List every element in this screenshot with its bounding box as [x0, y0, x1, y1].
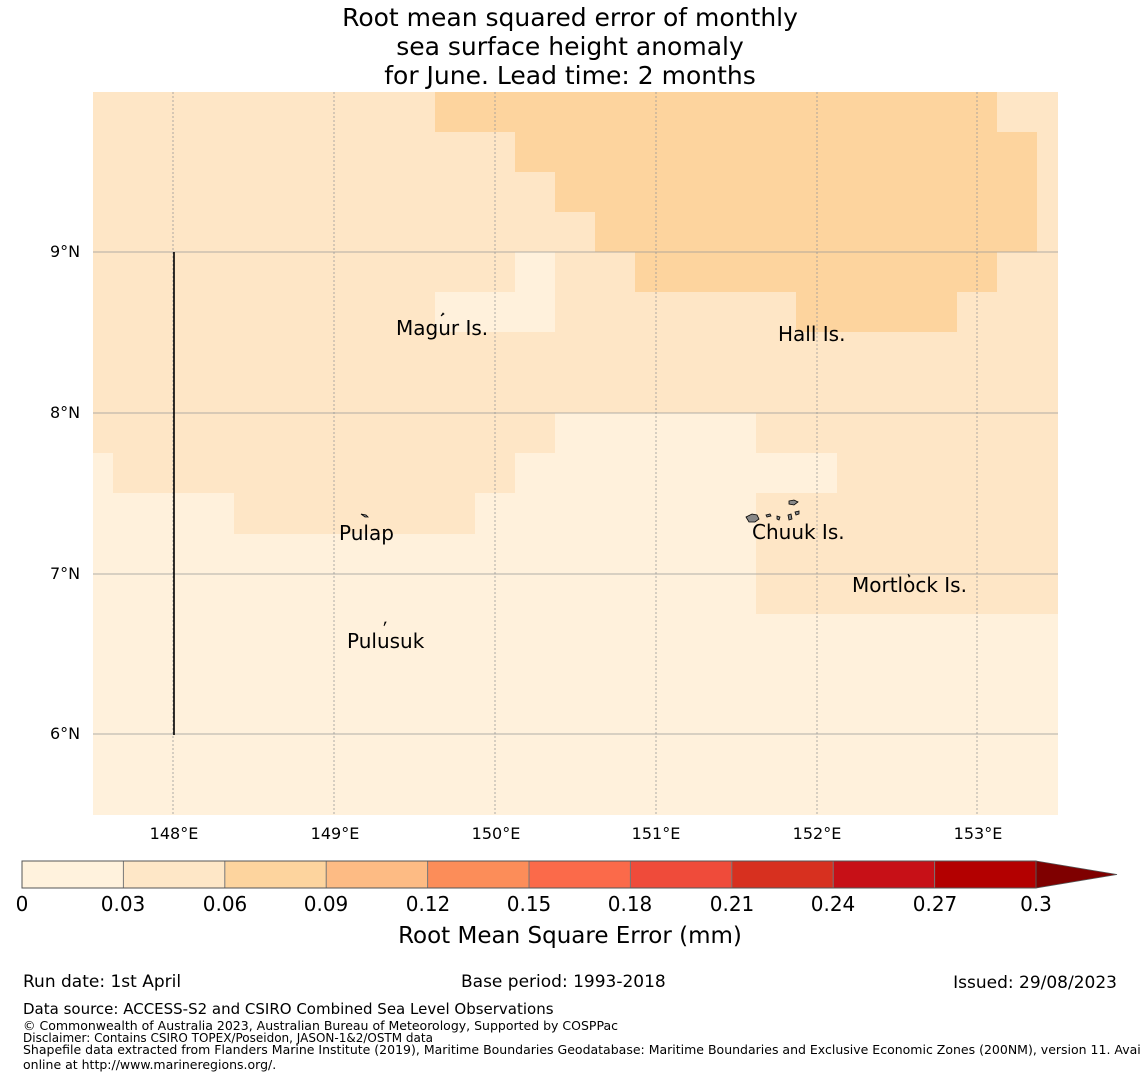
lon-label-153: 153°E: [953, 824, 1003, 843]
label-chuuk: Chuuk Is.: [752, 520, 845, 544]
island-chuuk-4: [788, 499, 799, 506]
colorbar-bin-6: [529, 861, 631, 888]
island-chuuk-2: [765, 513, 772, 518]
gridlines-lat: [93, 251, 1058, 735]
colorbar-bin-2: [123, 861, 225, 888]
lat-label-8: 8°N: [50, 403, 81, 422]
colorbar-tick-3: 0.09: [303, 892, 349, 916]
colorbar-label: Root Mean Square Error (mm): [398, 923, 742, 949]
colorbar-tick-10: 0.3: [1020, 892, 1052, 916]
rmse-region-high: [435, 92, 1037, 332]
colorbar-outline: [21, 860, 1037, 889]
island-chuuk-5: [787, 513, 793, 521]
colorbar-bin-7: [630, 861, 732, 888]
shapefile-credit-line-1: Shapefile data extracted from Flanders M…: [23, 1042, 1140, 1057]
disclaimer: Disclaimer: Contains CSIRO TOPEX/Poseido…: [23, 1031, 433, 1045]
lon-label-148: 148°E: [149, 824, 199, 843]
title-line-2: sea surface height anomaly: [396, 32, 744, 61]
colorbar-bin-8: [731, 861, 834, 888]
colorbar-bin-10: [934, 861, 1036, 888]
lon-label-152: 152°E: [792, 824, 842, 843]
island-chuuk-3: [776, 515, 781, 521]
island-pulusuk: [383, 621, 387, 627]
gridlines: [172, 92, 978, 815]
colorbar-tick-4: 0.12: [405, 892, 451, 916]
island-magur: [440, 312, 445, 317]
colorbar-tick-0: 0: [15, 892, 29, 916]
island-pulap: [360, 513, 369, 518]
chart-title: Root mean squared error of monthly sea s…: [0, 3, 1140, 90]
colorbar-tick-2: 0.06: [202, 892, 248, 916]
colorbar-dividers: [122, 861, 936, 888]
base-period: Base period: 1993-2018: [461, 972, 666, 992]
title-line-1: Root mean squared error of monthly: [342, 3, 798, 32]
colorbar-bin-4: [326, 861, 428, 888]
island-mortlock: [907, 573, 911, 578]
colorbar-tick-5: 0.15: [506, 892, 552, 916]
colorbar-bin-3: [224, 861, 327, 888]
colorbar-bin-5: [427, 861, 529, 888]
rmse-map: Magur Is. Hall Is. Pulap Chuuk Is. Mortl…: [93, 92, 1058, 815]
islands: [360, 312, 911, 627]
colorbar-tick-9: 0.27: [912, 892, 958, 916]
colorbar-bin-9: [833, 861, 935, 888]
place-labels: Magur Is. Hall Is. Pulap Chuuk Is. Mortl…: [339, 316, 967, 653]
island-chuuk-1: [745, 513, 760, 523]
label-mortlock: Mortlock Is.: [852, 573, 967, 597]
label-magur: Magur Is.: [396, 316, 488, 340]
island-chuuk-6: [794, 510, 800, 516]
label-pulap: Pulap: [339, 521, 394, 545]
title-line-3: for June. Lead time: 2 months: [384, 61, 756, 90]
lon-label-150: 150°E: [471, 824, 521, 843]
colorbar-tick-1: 0.03: [100, 892, 146, 916]
lon-label-151: 151°E: [631, 824, 681, 843]
colorbar-tick-8: 0.24: [810, 892, 856, 916]
colorbar-extend-arrow: [1035, 860, 1118, 889]
lat-label-9: 9°N: [50, 242, 81, 261]
label-pulusuk: Pulusuk: [347, 629, 425, 653]
colorbar-tick-7: 0.21: [709, 892, 755, 916]
colorbar-bin-1: [22, 861, 124, 888]
lat-label-6: 6°N: [50, 724, 81, 743]
colorbar-tick-6: 0.18: [607, 892, 653, 916]
lat-label-7: 7°N: [50, 564, 81, 583]
shapefile-credit-line-2: online at http://www.marineregions.org/.: [23, 1057, 277, 1072]
issued-date: Issued: 29/08/2023: [953, 973, 1117, 993]
lon-label-149: 149°E: [310, 824, 360, 843]
copyright: © Commonwealth of Australia 2023, Austra…: [23, 1018, 618, 1033]
label-hall: Hall Is.: [778, 322, 845, 346]
colorbar: [21, 860, 1118, 889]
run-date: Run date: 1st April: [23, 972, 182, 992]
data-source: Data source: ACCESS-S2 and CSIRO Combine…: [23, 1000, 554, 1018]
